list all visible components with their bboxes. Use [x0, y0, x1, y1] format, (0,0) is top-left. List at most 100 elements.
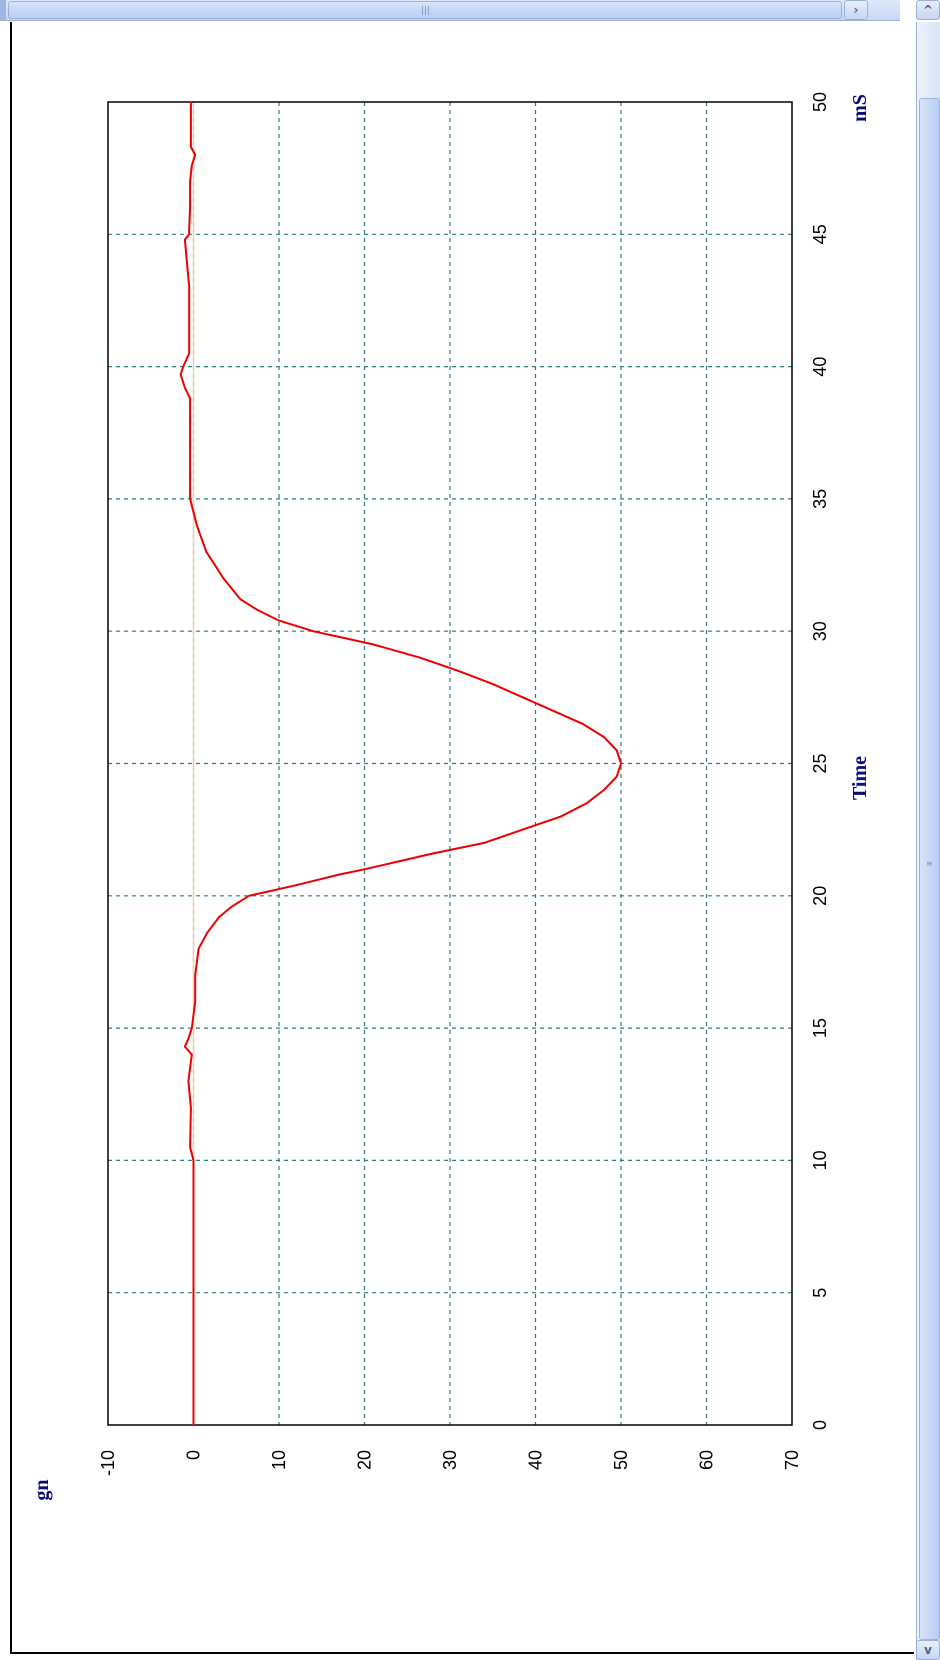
data-point [189, 398, 191, 400]
grid-lines [108, 102, 792, 1425]
x-tick-label: 0 [810, 1420, 830, 1430]
data-point [312, 630, 314, 632]
data-point [191, 1027, 193, 1029]
scroll-corner-up-button[interactable]: ^ [916, 0, 940, 20]
data-point [194, 1001, 196, 1003]
data-point [188, 286, 190, 288]
rotated-line-chart: 05101520253035404550 -10 0 10 20 30 40 50 60 70 … [0, 0, 910, 1656]
data-point [218, 916, 220, 918]
x-axis-unit: mS [849, 94, 871, 122]
data-point [189, 419, 191, 421]
data-point [603, 736, 605, 738]
data-point [560, 816, 562, 818]
data-point [189, 181, 191, 183]
x-tick-label: 50 [810, 92, 830, 112]
x-tick-label: 25 [810, 753, 830, 773]
y-axis-title: gn [31, 1479, 53, 1500]
data-point [191, 1054, 193, 1056]
x-axis-title: Time [849, 756, 871, 800]
x-tick-label: 10 [810, 1150, 830, 1170]
x-tick-label: 5 [810, 1288, 830, 1298]
y-tick-label: -10 [98, 1450, 118, 1476]
data-point [257, 609, 259, 611]
data-point [492, 683, 494, 685]
data-point [189, 1146, 191, 1148]
data-point [184, 387, 186, 389]
data-point [188, 339, 190, 341]
data-point [620, 763, 622, 765]
data-point [180, 374, 182, 376]
data-point [522, 697, 524, 699]
data-point [193, 1424, 195, 1426]
x-tick-label: 45 [810, 224, 830, 244]
data-point [190, 1107, 192, 1109]
y-tick-label: 20 [355, 1450, 375, 1470]
data-point [223, 577, 225, 579]
y-tick-label: 10 [269, 1450, 289, 1470]
data-point [188, 1038, 190, 1040]
chevron-down-icon: v [924, 1643, 932, 1657]
y-tick-label: 0 [184, 1450, 204, 1460]
y-tick-label: 50 [611, 1450, 631, 1470]
data-point [189, 445, 191, 447]
scroll-grip-icon: ≡ [926, 859, 933, 868]
vertical-scrollbar[interactable]: ≡ [916, 22, 940, 1660]
data-point [240, 599, 242, 601]
data-point [398, 861, 400, 863]
y-tick-label: 60 [697, 1450, 717, 1470]
data-point [278, 620, 280, 622]
data-point [184, 1046, 186, 1048]
data-point [194, 974, 196, 976]
data-point [193, 1160, 195, 1162]
scroll-down-button[interactable]: v [916, 1640, 940, 1660]
data-point [458, 670, 460, 672]
data-point [188, 353, 190, 355]
data-point [196, 525, 198, 527]
data-point [372, 644, 374, 646]
data-point [214, 564, 216, 566]
y-tick-label: 30 [440, 1450, 460, 1470]
data-point [483, 842, 485, 844]
data-point [552, 710, 554, 712]
data-point [419, 657, 421, 659]
data-point [616, 749, 618, 751]
data-point [189, 207, 191, 209]
data-point [231, 906, 233, 908]
data-point [432, 853, 434, 855]
x-tick-label: 35 [810, 489, 830, 509]
data-point [295, 884, 297, 886]
data-point [182, 366, 184, 368]
x-tick-label: 30 [810, 621, 830, 641]
plot-area-border [108, 102, 792, 1425]
data-point [198, 948, 200, 950]
y-axis-ticks: -10 0 10 20 30 40 50 60 70 [98, 1450, 802, 1476]
data-point [248, 895, 250, 897]
data-point [190, 146, 192, 148]
data-point [603, 789, 605, 791]
data-point [206, 932, 208, 934]
data-point [188, 234, 190, 236]
data-point [188, 1080, 190, 1082]
y-tick-label: 70 [782, 1450, 802, 1470]
data-point [184, 239, 186, 241]
x-tick-label: 15 [810, 1018, 830, 1038]
data-point [522, 829, 524, 831]
data-point [586, 802, 588, 804]
data-point [616, 776, 618, 778]
x-tick-label: 40 [810, 357, 830, 377]
data-point [194, 154, 196, 156]
y-tick-label: 40 [526, 1450, 546, 1470]
vertical-scroll-thumb[interactable]: ≡ [919, 98, 940, 1640]
x-axis-ticks: 0 5 10 15 20 25 30 35 40 45 50 [810, 92, 830, 1430]
data-point [582, 723, 584, 725]
chevron-up-icon: ^ [923, 3, 933, 17]
data-point [231, 588, 233, 590]
data-point [338, 874, 340, 876]
data-point [188, 228, 190, 230]
data-point [191, 165, 193, 167]
data-point [206, 551, 208, 553]
x-tick-label: 20 [810, 886, 830, 906]
data-point [189, 498, 191, 500]
data-point [190, 101, 192, 103]
data-point [364, 869, 366, 871]
